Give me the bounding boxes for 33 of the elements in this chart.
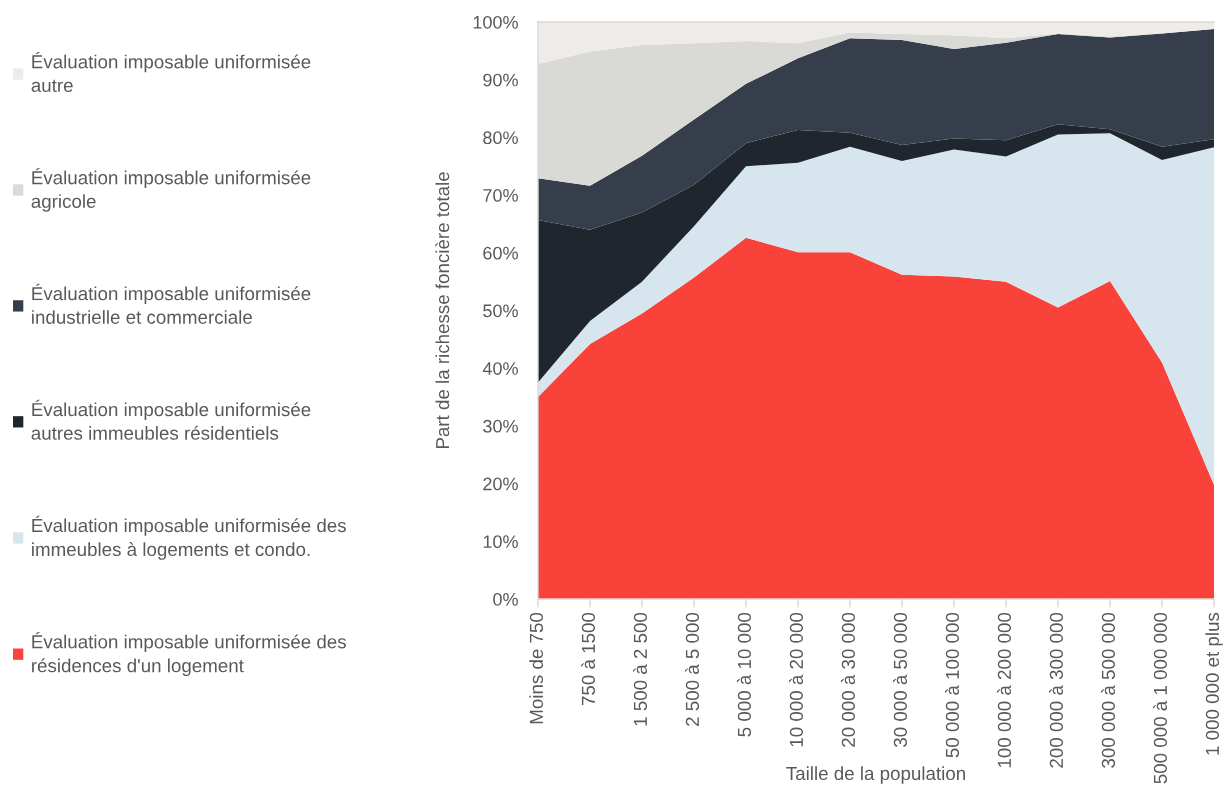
x-tick-label: 20 000 à 30 000 [841, 612, 856, 747]
y-tick-label: 30% [483, 419, 518, 433]
x-tick-label: 1 500 à 2 500 [633, 612, 648, 726]
y-tick-label: 0% [493, 592, 518, 606]
legend-label: Évaluation imposable uniformisée autres immeubles résidentiels [31, 399, 311, 440]
x-tick-label: 2 500 à 5 000 [685, 612, 700, 726]
y-tick-label: 70% [483, 189, 518, 202]
y-tick-label: 80% [483, 131, 518, 145]
x-axis-title: Taille de la population [786, 766, 965, 784]
x-tick-label: 1 000 000 et plus [1205, 612, 1223, 755]
x-tick-label: 100 000 à 200 000 [997, 612, 1012, 768]
x-tick-label: Moins de 750 [529, 612, 544, 724]
legend-label: Évaluation imposable uniformisée agricole [31, 167, 311, 212]
x-tick-label: 300 000 à 500 000 [1101, 612, 1116, 768]
legend-label: Évaluation imposable uniformisée des résidences d'un logement [32, 631, 346, 677]
x-tick-label: 500 000 à 1 000 000 [1153, 612, 1168, 784]
x-tick-label: 10 000 à 20 000 [789, 612, 804, 747]
x-tick-label: 50 000 à 100 000 [945, 612, 960, 758]
x-tick-label: 750 à 1500 [581, 612, 596, 706]
y-tick-label: 90% [483, 73, 518, 87]
x-tick-label: 5 000 à 10 000 [737, 612, 752, 737]
y-axis-title: Part de la richesse foncière totale [435, 172, 450, 449]
y-tick-label: 100% [473, 15, 518, 29]
y-tick-label: 20% [483, 477, 518, 491]
y-tick-label: 10% [483, 535, 518, 549]
x-tick-label: 30 000 à 50 000 [893, 612, 908, 748]
legend-label: Évaluation imposable uniformisée autre [31, 52, 311, 93]
legend-label: Évaluation imposable uniformisée des immeubles à logements et condo. [32, 515, 346, 560]
y-tick-label: 50% [483, 304, 518, 318]
y-tick-label: 40% [482, 362, 518, 375]
x-tick-label: 200 000 à 300 000 [1049, 612, 1064, 768]
y-tick-label: 60% [483, 246, 518, 260]
legend-label: Évaluation imposable uniformisée industrielle et commerciale [32, 283, 311, 324]
